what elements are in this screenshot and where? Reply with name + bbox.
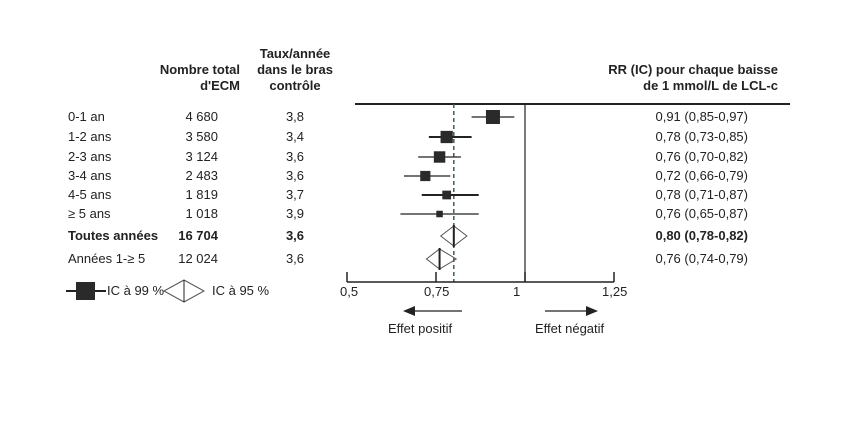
row-rate: 3,7 <box>285 187 305 202</box>
row-n: 2 483 <box>185 168 218 183</box>
row-rate: 3,6 <box>285 228 305 243</box>
header-n-line: d'ECM <box>200 78 240 93</box>
header-n-line: Nombre total <box>159 62 240 77</box>
header-rate: Taux/année dans le bras contrôle <box>240 46 350 94</box>
row-label: 2-3 ans <box>68 149 112 164</box>
row-rr: 0,72 (0,66-0,79) <box>655 168 748 183</box>
legend-square-label: IC à 99 % <box>107 283 165 298</box>
header-rr: RR (IC) pour chaque baisse de 1 mmol/L de… <box>560 62 778 94</box>
header-n: Nombre total d'ECM <box>130 62 240 94</box>
arrow-right-head <box>586 306 598 316</box>
row-n: 1 819 <box>185 187 218 202</box>
arrow-left-head <box>403 306 415 316</box>
row-n: 4 680 <box>185 109 218 124</box>
x-tick-label: 0,5 <box>340 284 359 299</box>
header-rate-line: contrôle <box>269 78 321 93</box>
row-label: 0-1 an <box>68 109 105 124</box>
point-square <box>420 170 431 182</box>
header-rr-line: de 1 mmol/L de LCL-c <box>643 78 778 93</box>
row-rate: 3,6 <box>285 168 305 183</box>
row-label: Années 1-≥ 5 <box>68 251 146 266</box>
annotation-negative: Effet négatif <box>535 321 605 336</box>
row-label: 3-4 ans <box>68 168 112 183</box>
legend-diamond-label: IC à 95 % <box>212 283 270 298</box>
row-rr: 0,76 (0,65-0,87) <box>655 206 748 221</box>
x-tick-label: 1 <box>513 284 521 299</box>
point-square <box>485 110 500 124</box>
point-square <box>442 190 452 200</box>
row-label: Toutes années <box>68 228 159 243</box>
row-rate: 3,9 <box>285 206 305 221</box>
x-tick-label: 0,75 <box>424 284 450 299</box>
row-n: 12 024 <box>178 251 218 266</box>
legend-square-marker <box>76 282 95 300</box>
legend-diamond-marker <box>162 279 206 303</box>
row-rr: 0,80 (0,78-0,82) <box>655 228 748 243</box>
row-rr: 0,91 (0,85-0,97) <box>655 109 748 124</box>
row-rate: 3,4 <box>285 129 305 144</box>
point-square <box>433 151 446 163</box>
point-square <box>436 210 443 218</box>
row-rate: 3,6 <box>285 149 305 164</box>
annotation-positive: Effet positif <box>388 321 453 336</box>
row-n: 1 018 <box>185 206 218 221</box>
header-rr-line: RR (IC) pour chaque baisse <box>608 62 778 77</box>
x-tick-label: 1,25 <box>602 284 628 299</box>
row-label: ≥ 5 ans <box>68 206 111 221</box>
point-diamond <box>425 248 458 270</box>
row-rr: 0,76 (0,74-0,79) <box>655 251 748 266</box>
point-square <box>440 130 453 144</box>
row-rate: 3,6 <box>285 251 305 266</box>
row-n: 3 124 <box>185 149 218 164</box>
row-n: 16 704 <box>178 228 218 243</box>
row-rr: 0,76 (0,70-0,82) <box>655 149 748 164</box>
row-rr: 0,78 (0,71-0,87) <box>655 187 748 202</box>
row-label: 1-2 ans <box>68 129 112 144</box>
header-rate-line: dans le bras <box>257 62 333 77</box>
row-label: 4-5 ans <box>68 187 112 202</box>
row-rate: 3,8 <box>285 109 305 124</box>
point-diamond <box>439 225 468 247</box>
row-rr: 0,78 (0,73-0,85) <box>655 129 748 144</box>
header-rate-line: Taux/année <box>259 46 331 61</box>
row-n: 3 580 <box>185 129 218 144</box>
